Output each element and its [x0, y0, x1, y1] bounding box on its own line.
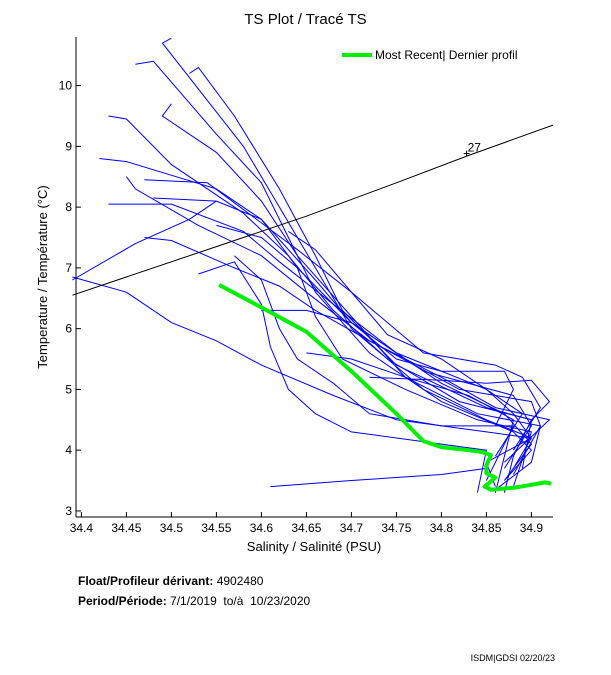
footer-credit: ISDM|GDSI 02/20/23	[470, 653, 555, 663]
y-tick-label: 3	[65, 504, 72, 518]
x-tick-label: 34.65	[291, 521, 321, 535]
period-row: Period/Période: 7/1/2019 to/à 10/23/2020	[78, 591, 310, 611]
x-tick-label: 34.75	[381, 521, 411, 535]
float-row: Float/Profileur dérivant: 4902480	[78, 571, 310, 591]
period-sep: to/à	[223, 594, 244, 608]
y-tick-label: 4	[65, 443, 72, 457]
axes: 34.4 34.45 34.5 34.55 34.6 34.65 34.7 34.75 34.8…	[59, 37, 553, 535]
x-tick-label: 34.6	[250, 521, 274, 535]
profile-line	[288, 230, 532, 439]
y-tick-label: 10	[59, 79, 73, 93]
isopycnal-label: 27	[468, 141, 482, 155]
profile-line	[189, 66, 533, 493]
period-from: 7/1/2019	[170, 594, 217, 608]
profile-lines	[72, 37, 551, 493]
profile-line	[99, 158, 533, 481]
ts-plot: 27 34.4 34.45 34.5 34.55 34.6 34.65 34.7 34.75 3…	[35, 37, 554, 554]
y-tick-label: 7	[65, 261, 72, 275]
x-tick-label: 34.9	[520, 521, 544, 535]
profile-line	[144, 179, 541, 451]
profile-line	[72, 200, 217, 281]
x-tick-label: 34.45	[111, 521, 141, 535]
profile-line	[144, 237, 551, 463]
x-tick-label: 34.8	[430, 521, 454, 535]
profile-line	[135, 60, 533, 481]
period-to: 10/23/2020	[250, 594, 311, 608]
legend: Most Recent| Dernier profil	[342, 48, 518, 62]
x-tick-label: 34.7	[340, 521, 364, 535]
profile-line	[125, 176, 541, 475]
x-tick-label: 34.85	[471, 521, 501, 535]
most-recent-line	[218, 283, 552, 492]
most-recent-profile	[218, 283, 552, 492]
isopycnal-27	[72, 124, 554, 296]
x-tick-label: 34.4	[70, 521, 94, 535]
x-axis-label: Salinity / Salinité (PSU)	[247, 539, 381, 554]
profile-line	[161, 103, 542, 491]
y-tick-label: 6	[65, 322, 72, 336]
profile-line	[369, 376, 551, 421]
period-label: Period/Période:	[78, 594, 167, 608]
profile-line	[108, 203, 524, 457]
y-tick-label: 5	[65, 382, 72, 396]
float-label: Float/Profileur dérivant:	[78, 574, 214, 588]
float-info: Float/Profileur dérivant: 4902480 Period…	[78, 571, 310, 611]
chart-title: TS Plot / Tracé TS	[244, 11, 367, 28]
profile-line	[234, 255, 515, 481]
x-tick-label: 34.5	[160, 521, 184, 535]
profile-line	[198, 261, 488, 493]
profile-line	[306, 352, 514, 493]
isopycnal-line: 27	[72, 124, 554, 296]
legend-label: Most Recent| Dernier profil	[375, 48, 518, 62]
profile-line	[270, 467, 487, 488]
y-tick-label: 8	[65, 200, 72, 214]
y-axis-label: Temperature / Température (°C)	[35, 185, 50, 368]
profile-line	[216, 224, 533, 487]
isopycnal-marker	[463, 150, 470, 157]
profile-line	[108, 115, 532, 469]
y-tick-label: 9	[65, 139, 72, 153]
x-tick-label: 34.55	[201, 521, 231, 535]
float-id: 4902480	[216, 574, 264, 588]
